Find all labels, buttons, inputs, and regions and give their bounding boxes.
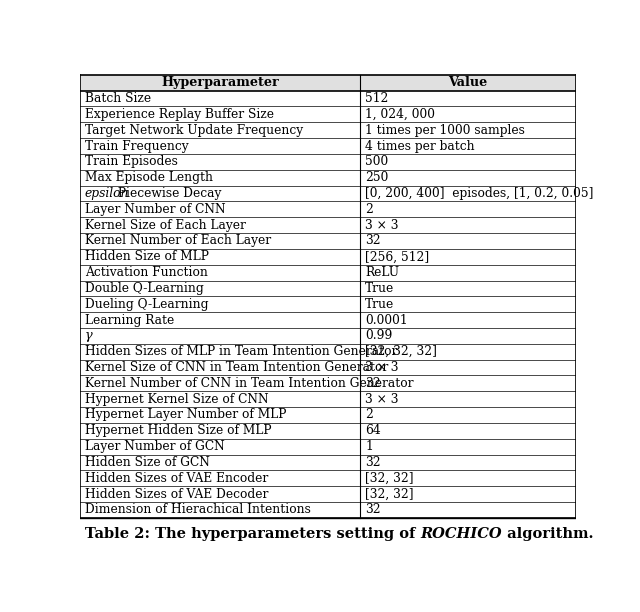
Text: ROCHICO: ROCHICO bbox=[420, 528, 502, 542]
Text: γ: γ bbox=[85, 329, 93, 342]
Text: Max Episode Length: Max Episode Length bbox=[85, 171, 213, 184]
Text: Train Frequency: Train Frequency bbox=[85, 140, 189, 152]
Text: Hypernet Layer Number of MLP: Hypernet Layer Number of MLP bbox=[85, 408, 286, 422]
Text: [0, 200, 400]  episodes, [1, 0.2, 0.05]: [0, 200, 400] episodes, [1, 0.2, 0.05] bbox=[365, 187, 593, 200]
Text: 0.0001: 0.0001 bbox=[365, 313, 408, 327]
Text: Dueling Q-Learning: Dueling Q-Learning bbox=[85, 298, 209, 311]
Text: [32, 32, 32]: [32, 32, 32] bbox=[365, 345, 437, 358]
Text: 1 times per 1000 samples: 1 times per 1000 samples bbox=[365, 124, 525, 136]
Text: Hypernet Kernel Size of CNN: Hypernet Kernel Size of CNN bbox=[85, 393, 269, 406]
Text: 4 times per batch: 4 times per batch bbox=[365, 140, 475, 152]
Text: Value: Value bbox=[449, 76, 488, 89]
Text: 512: 512 bbox=[365, 92, 388, 105]
Text: 32: 32 bbox=[365, 234, 381, 247]
Text: Hidden Sizes of MLP in Team Intention Generator: Hidden Sizes of MLP in Team Intention Ge… bbox=[85, 345, 397, 358]
Text: Learning Rate: Learning Rate bbox=[85, 313, 174, 327]
Text: Experience Replay Buffer Size: Experience Replay Buffer Size bbox=[85, 108, 274, 121]
Text: Hypernet Hidden Size of MLP: Hypernet Hidden Size of MLP bbox=[85, 424, 271, 438]
Text: Piecewise Decay: Piecewise Decay bbox=[114, 187, 221, 200]
Text: Hidden Sizes of VAE Encoder: Hidden Sizes of VAE Encoder bbox=[85, 472, 268, 485]
Text: Double Q-Learning: Double Q-Learning bbox=[85, 282, 204, 295]
Text: Hyperparameter: Hyperparameter bbox=[161, 76, 279, 89]
Text: 0.99: 0.99 bbox=[365, 329, 392, 342]
Text: 64: 64 bbox=[365, 424, 381, 438]
Text: Layer Number of CNN: Layer Number of CNN bbox=[85, 203, 225, 216]
Text: 2: 2 bbox=[365, 203, 373, 216]
Text: epsilon: epsilon bbox=[85, 187, 129, 200]
Text: 500: 500 bbox=[365, 155, 388, 168]
Text: 250: 250 bbox=[365, 171, 388, 184]
Text: 32: 32 bbox=[365, 377, 381, 390]
Text: Batch Size: Batch Size bbox=[85, 92, 151, 105]
Text: Layer Number of GCN: Layer Number of GCN bbox=[85, 440, 225, 453]
Text: Kernel Size of CNN in Team Intention Generator: Kernel Size of CNN in Team Intention Gen… bbox=[85, 361, 388, 374]
Text: Hidden Sizes of VAE Decoder: Hidden Sizes of VAE Decoder bbox=[85, 488, 268, 501]
Text: Dimension of Hierachical Intentions: Dimension of Hierachical Intentions bbox=[85, 504, 311, 517]
Text: True: True bbox=[365, 282, 394, 295]
Text: 1: 1 bbox=[365, 440, 373, 453]
Text: [32, 32]: [32, 32] bbox=[365, 488, 413, 501]
Text: Kernel Number of CNN in Team Intention Generator: Kernel Number of CNN in Team Intention G… bbox=[85, 377, 413, 390]
Text: ReLU: ReLU bbox=[365, 266, 399, 279]
Text: 1, 024, 000: 1, 024, 000 bbox=[365, 108, 435, 121]
Text: Activation Function: Activation Function bbox=[85, 266, 208, 279]
Text: algorithm.: algorithm. bbox=[502, 528, 593, 542]
Text: Train Episodes: Train Episodes bbox=[85, 155, 178, 168]
Text: Target Network Update Frequency: Target Network Update Frequency bbox=[85, 124, 303, 136]
Text: [256, 512]: [256, 512] bbox=[365, 250, 429, 263]
Text: Kernel Number of Each Layer: Kernel Number of Each Layer bbox=[85, 234, 271, 247]
Text: Kernel Size of Each Layer: Kernel Size of Each Layer bbox=[85, 218, 246, 232]
Text: 32: 32 bbox=[365, 504, 381, 517]
Text: Hidden Size of GCN: Hidden Size of GCN bbox=[85, 456, 210, 469]
Text: Hidden Size of MLP: Hidden Size of MLP bbox=[85, 250, 209, 263]
Text: 3 × 3: 3 × 3 bbox=[365, 393, 399, 406]
Text: Table 2: The hyperparameters setting of: Table 2: The hyperparameters setting of bbox=[85, 528, 420, 542]
Text: 3 × 3: 3 × 3 bbox=[365, 218, 399, 232]
Text: [32, 32]: [32, 32] bbox=[365, 472, 413, 485]
Bar bbox=[80, 75, 576, 91]
Text: 3 × 3: 3 × 3 bbox=[365, 361, 399, 374]
Text: 32: 32 bbox=[365, 456, 381, 469]
Text: True: True bbox=[365, 298, 394, 311]
Text: 2: 2 bbox=[365, 408, 373, 422]
